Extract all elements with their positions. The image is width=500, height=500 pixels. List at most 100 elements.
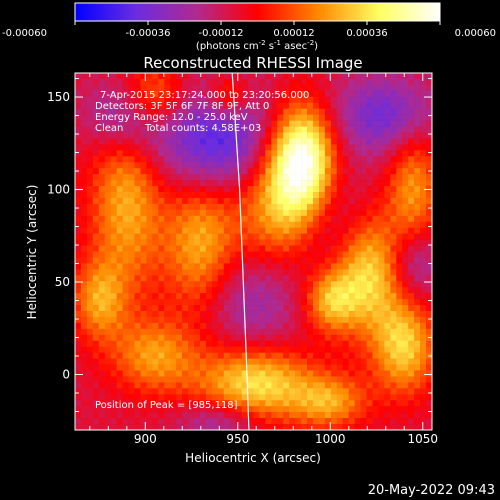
heatmap-cell [164,269,171,276]
heatmap-cell [307,394,314,401]
heatmap-cell [170,412,177,419]
heatmap-cell [289,334,296,342]
heatmap-cell [336,114,344,121]
heatmap-cell [378,209,385,217]
heatmap-cell [182,316,189,324]
heatmap-cell [164,328,171,336]
heatmap-cell [289,400,296,407]
heatmap-cell [313,394,320,401]
heatmap-cell [140,203,147,211]
heatmap-cell [211,114,219,121]
heatmap-cell [194,406,201,413]
heatmap-cell [342,388,349,395]
heatmap-cell [289,215,296,223]
heatmap-cell [420,406,427,413]
heatmap-cell [342,150,349,157]
heatmap-cell [414,227,421,234]
heatmap-cell [372,186,379,193]
heatmap-cell [313,352,320,359]
heatmap-cell [205,322,213,330]
heatmap-cell [301,418,308,425]
heatmap-cell [176,293,183,300]
heatmap-cell [420,78,427,86]
heatmap-cell [170,138,177,145]
heatmap-cell [247,233,254,240]
heatmap-cell [194,418,201,425]
heatmap-cell [360,275,367,282]
heatmap-cell [122,275,129,282]
heatmap-cell [134,263,141,270]
heatmap-cell [104,144,111,151]
heatmap-cell [313,120,320,127]
heatmap-cell [182,96,189,104]
heatmap-cell [301,120,308,127]
heatmap-cell [390,180,397,187]
heatmap-cell [384,358,391,365]
heatmap-cell [420,328,427,336]
heatmap-cell [324,370,332,377]
heatmap-cell [188,340,195,347]
heatmap-cell [408,73,415,80]
heatmap-cell [295,126,302,133]
heatmap-cell [426,239,432,246]
heatmap-cell [199,168,207,175]
heatmap-cell [348,203,355,211]
heatmap-cell [241,400,248,407]
heatmap-cell [330,209,338,217]
heatmap-cell [402,221,409,228]
heatmap-cell [342,90,349,98]
heatmap-cell [199,90,207,98]
heatmap-cell [330,388,338,395]
heatmap-cell [390,382,397,389]
heatmap-cell [402,120,409,127]
heatmap-cell [98,192,106,199]
heatmap-cell [104,412,111,419]
heatmap-cell [104,418,111,425]
heatmap-cell [277,108,284,115]
heatmap-cell [283,215,290,223]
heatmap-cell [414,156,421,163]
heatmap-cell [313,311,320,318]
heatmap-cell [146,108,153,115]
heatmap-cell [265,388,272,395]
heatmap-cell [140,388,147,395]
heatmap-cell [271,168,278,175]
heatmap-cell [396,257,403,264]
heatmap-cell [283,227,290,234]
heatmap-cell [378,102,385,109]
heatmap-cell [396,192,403,199]
heatmap-cell [324,388,332,395]
heatmap-cell [336,424,344,430]
heatmap-cell [372,364,379,371]
heatmap-cell [199,394,207,401]
heatmap-cell [211,305,219,312]
heatmap-cell [75,126,82,133]
heatmap-cell [348,251,355,258]
heatmap-cell [86,174,94,181]
heatmap-cell [384,126,391,133]
heatmap-cell [307,412,314,419]
heatmap-cell [80,388,88,395]
heatmap-cell [283,257,290,264]
heatmap-cell [128,400,135,407]
heatmap-cell [366,156,373,163]
heatmap-cell [205,358,213,365]
heatmap-cell [283,168,290,175]
heatmap-cell [318,138,326,145]
heatmap-cell [146,192,153,199]
heatmap-cell [348,78,355,86]
heatmap-cell [122,251,129,258]
heatmap-cell [170,257,177,264]
heatmap-cell [205,180,213,187]
heatmap-cell [396,334,403,342]
heatmap-cell [366,418,373,425]
heatmap-cell [86,180,94,187]
heatmap-cell [330,418,338,425]
heatmap-cell [283,96,290,104]
heatmap-cell [318,120,326,127]
heatmap-cell [313,370,320,377]
heatmap-cell [330,132,338,139]
heatmap-cell [146,281,153,288]
heatmap-cell [402,370,409,377]
heatmap-cell [98,424,106,430]
